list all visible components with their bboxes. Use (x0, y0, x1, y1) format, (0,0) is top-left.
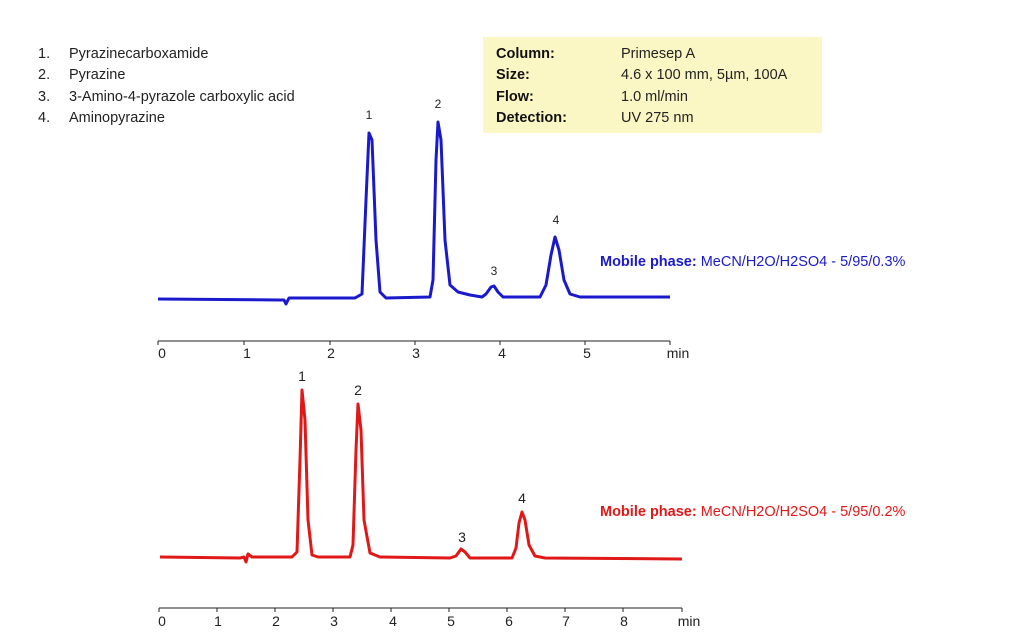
condition-key: Column: (496, 46, 555, 62)
condition-key: Size: (496, 67, 530, 84)
mobile-phase-value: MeCN/H2O/H2SO4 - 5/95/0.2% (700, 504, 906, 520)
condition-row: Detection: UV 275 nm (496, 108, 822, 129)
x-tick-label: 5 (447, 613, 455, 629)
x-axis-unit: min (667, 345, 690, 361)
mobile-phase-label: Mobile phase: (600, 504, 697, 520)
x-tick-label: 4 (389, 613, 397, 629)
x-tick-label: 1 (243, 345, 251, 361)
peak-label-4: 4 (553, 213, 560, 227)
x-tick-label: 3 (330, 613, 338, 629)
peak-label-2: 2 (435, 97, 442, 111)
legend-number: 4. (38, 109, 51, 126)
x-tick-label: 0 (158, 613, 166, 629)
condition-key: Flow: (496, 88, 534, 105)
peak-label-3: 3 (491, 264, 498, 278)
peak-label-1: 1 (298, 368, 306, 384)
x-tick-label: 7 (562, 613, 570, 629)
top-x-axis (157, 340, 671, 345)
condition-row: Column: Primesep A (496, 44, 822, 65)
legend-compound: Pyrazine (69, 67, 126, 84)
peak-label-4: 4 (518, 490, 526, 506)
condition-row: Size: 4.6 x 100 mm, 5µm, 100A (496, 65, 822, 86)
x-tick-label: 8 (620, 613, 628, 629)
condition-key: Detection: (496, 109, 567, 126)
top-chromatogram-trace (157, 120, 670, 306)
legend-compound: Pyrazinecarboxamide (69, 46, 209, 62)
peak-label-1: 1 (366, 108, 373, 122)
legend-compound: 3-Amino-4-pyrazole carboxylic acid (69, 88, 295, 105)
compound-legend: 1. Pyrazinecarboxamide 2. Pyrazine 3. 3-… (38, 44, 295, 129)
x-tick-label: 0 (158, 345, 166, 361)
bottom-x-axis (158, 607, 683, 612)
mobile-phase-value: MeCN/H2O/H2SO4 - 5/95/0.3% (700, 254, 906, 270)
x-tick-label: 6 (505, 613, 513, 629)
x-tick-label: 5 (583, 345, 591, 361)
condition-value: UV 275 nm (621, 109, 694, 126)
conditions-box: Column: Primesep A Size: 4.6 x 100 mm, 5… (483, 37, 822, 133)
x-tick-label: 3 (412, 345, 420, 361)
legend-number: 1. (38, 46, 51, 62)
bottom-chromatogram-trace (159, 388, 683, 564)
top-mobile-phase: Mobile phase: MeCN/H2O/H2SO4 - 5/95/0.3% (600, 254, 905, 270)
condition-value: 4.6 x 100 mm, 5µm, 100A (621, 67, 788, 84)
x-axis-unit: min (678, 613, 701, 629)
condition-value: 1.0 ml/min (621, 88, 688, 105)
peak-label-2: 2 (354, 382, 362, 398)
legend-compound: Aminopyrazine (69, 109, 165, 126)
x-tick-label: 1 (214, 613, 222, 629)
x-tick-label: 4 (498, 345, 506, 361)
legend-item: 3. 3-Amino-4-pyrazole carboxylic acid (38, 87, 295, 108)
legend-item: 2. Pyrazine (38, 65, 295, 86)
mobile-phase-label: Mobile phase: (600, 254, 697, 270)
bottom-mobile-phase: Mobile phase: MeCN/H2O/H2SO4 - 5/95/0.2% (600, 504, 905, 520)
x-tick-label: 2 (272, 613, 280, 629)
peak-label-3: 3 (458, 529, 466, 545)
x-tick-label: 2 (327, 345, 335, 361)
legend-number: 2. (38, 67, 51, 84)
condition-row: Flow: 1.0 ml/min (496, 87, 822, 108)
condition-value: Primesep A (621, 46, 696, 62)
legend-item: 4. Aminopyrazine (38, 108, 295, 129)
legend-number: 3. (38, 88, 51, 105)
legend-item: 1. Pyrazinecarboxamide (38, 44, 295, 65)
